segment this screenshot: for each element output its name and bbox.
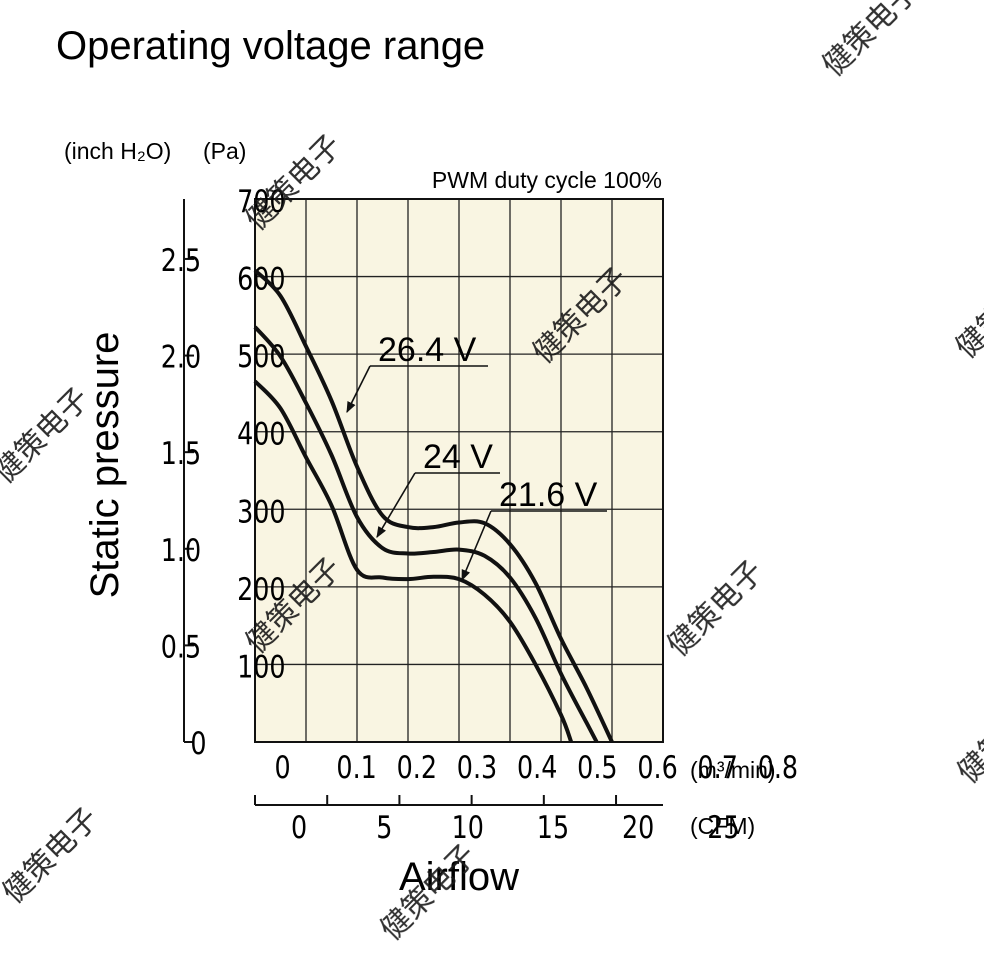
series-line-2: [253, 379, 574, 743]
x-tick-label: 0.3: [457, 750, 497, 786]
x2-unit-label: (CFM): [690, 813, 755, 839]
x2-tick-label: 15: [537, 810, 569, 846]
x2-tick-label: 25: [707, 810, 739, 846]
x-tick-label: 0.8: [758, 750, 798, 786]
annotation-label: 21.6 V: [499, 476, 598, 514]
x2-tick-label: 5: [376, 810, 392, 846]
x-tick-label: 0: [275, 750, 291, 786]
series-line-1: [253, 325, 599, 743]
x-tick-label: 0.5: [577, 750, 617, 786]
page-title: Operating voltage range: [56, 24, 485, 68]
y2-tick-label: 2.5: [161, 243, 201, 279]
condition-label: PWM duty cycle 100%: [432, 167, 662, 193]
x-tick-label: 0.2: [397, 750, 437, 786]
y-tick-label: 400: [237, 416, 285, 452]
plot-frame: [254, 198, 664, 743]
y2-tick-label: 1.5: [161, 436, 201, 472]
annotation-leader-arrow: [346, 365, 371, 414]
annotations: 26.4 V 24 V21.6 V: [346, 331, 607, 582]
watermark: 健策电子: [661, 554, 771, 664]
annotation-leader-arrow: [376, 472, 416, 538]
watermark: 健策电子: [951, 681, 984, 791]
series-group: [253, 268, 614, 743]
y-tick-label: 300: [237, 494, 285, 530]
x-tick-label: 0.6: [637, 750, 677, 786]
x2-tick-label: 0: [291, 810, 307, 846]
watermark: 健策电子: [0, 801, 106, 911]
x2-tick-label: 10: [452, 810, 484, 846]
annotation-label: 26.4 V: [378, 331, 477, 369]
x-tick-label: 0.4: [517, 750, 557, 786]
watermark: 健策电子: [949, 256, 984, 366]
x2-ticks: 0 5 10 15 20 25: [254, 795, 740, 846]
y-tick-label: 500: [237, 339, 285, 375]
x-unit-label: (m³/min): [690, 757, 776, 783]
x-tick-label: 0.1: [336, 750, 376, 786]
annotation-leader-arrow: [461, 510, 492, 582]
x-tick-label: 0.7: [698, 750, 738, 786]
annotation-label: 24 V: [423, 438, 493, 476]
y2-tick-label: 0.5: [161, 629, 201, 665]
y2-tick-label: 0: [190, 726, 206, 762]
series-line-0: [253, 268, 614, 743]
y-axis-label: Static pressure: [83, 332, 127, 599]
watermark: 健策电子: [816, 0, 926, 84]
y2-tick-label: 1.0: [161, 532, 201, 568]
y-tick-label: 200: [237, 571, 285, 607]
y2-tick-label: 2.0: [161, 339, 201, 375]
x-axis-label: Airflow: [399, 855, 519, 899]
y2-ticks: 0 0.5 1.0 1.5 2.0 2.5: [161, 243, 207, 762]
x-ticks: 0 0.1 0.2 0.3 0.4 0.5 0.6 0.7 0.8: [275, 750, 799, 786]
y2-unit-label: (inch H₂O): [64, 138, 171, 164]
y-unit-label: (Pa): [203, 138, 246, 164]
y-tick-label: 100: [237, 649, 285, 685]
y-tick-label: 700: [237, 184, 285, 220]
x2-tick-label: 20: [622, 810, 654, 846]
